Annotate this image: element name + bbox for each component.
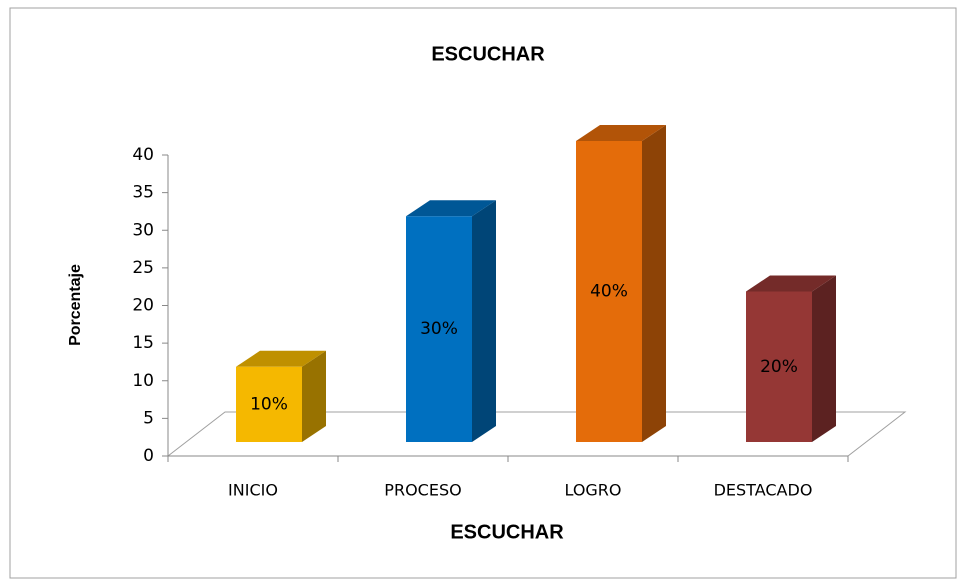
y-tick-label: 30 <box>132 220 154 240</box>
value-label: 10% <box>250 394 288 414</box>
bar <box>746 291 812 442</box>
bar-top <box>406 200 496 217</box>
y-tick-label: 25 <box>132 258 154 278</box>
value-label: 30% <box>420 319 458 339</box>
bar-side <box>472 200 496 442</box>
y-tick-label: 15 <box>132 333 154 353</box>
y-tick-label: 20 <box>132 296 154 316</box>
x-tick-label: PROCESO <box>384 481 461 500</box>
x-tick-label: DESTACADO <box>714 481 813 500</box>
bar-top <box>236 350 326 367</box>
y-tick-label: 5 <box>143 408 154 428</box>
value-label: 40% <box>590 282 628 302</box>
bar <box>406 216 472 442</box>
x-tick-label: LOGRO <box>564 481 621 500</box>
y-axis-title: Porcentaje <box>67 264 84 346</box>
y-tick-label: 0 <box>143 446 154 466</box>
x-axis-title: ESCUCHAR <box>450 521 564 543</box>
bar-side <box>642 125 666 442</box>
chart-title: ESCUCHAR <box>431 43 545 65</box>
x-tick-label: INICIO <box>228 481 278 500</box>
y-tick-label: 35 <box>132 183 154 203</box>
bar-top <box>576 125 666 141</box>
bar-side <box>812 275 836 442</box>
value-label: 20% <box>760 357 798 377</box>
bar <box>236 366 302 442</box>
y-tick-label: 10 <box>132 371 154 391</box>
bar-top <box>746 275 836 292</box>
y-tick-label: 40 <box>132 145 154 165</box>
bar-side <box>302 350 326 442</box>
bar <box>576 141 642 442</box>
